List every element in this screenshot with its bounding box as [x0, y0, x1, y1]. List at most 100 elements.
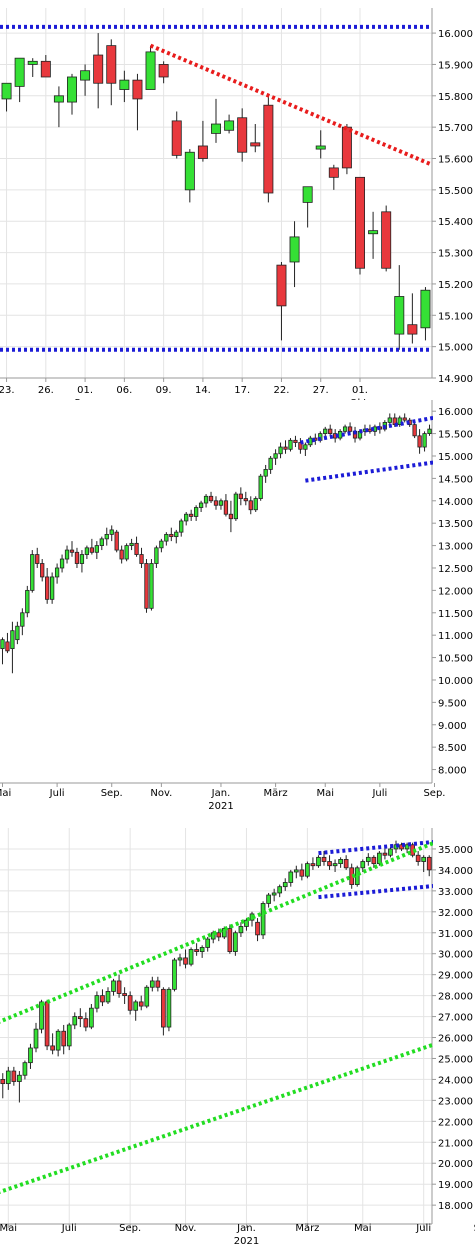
candle [144, 559, 149, 613]
candle-body-down [299, 869, 305, 877]
candle [144, 985, 150, 1009]
candle [183, 949, 188, 969]
x-tick-label: Mai [0, 788, 11, 799]
candle-body-up [133, 1001, 139, 1011]
candle-body-up [64, 549, 70, 560]
candle-body-up [89, 1007, 94, 1028]
x-tick-label: Nov. [175, 1223, 197, 1234]
y-tick-label: 23.000 [438, 1096, 473, 1107]
candle [337, 429, 343, 441]
candle [277, 884, 283, 898]
candle [327, 855, 332, 870]
candle-body-up [316, 856, 321, 867]
candle [72, 1012, 78, 1030]
candle-body-up [238, 926, 244, 934]
candle-body-up [124, 545, 129, 560]
candle-body-up [154, 547, 159, 564]
candle-body-up [177, 957, 183, 961]
candle [158, 61, 169, 84]
candle-body-down [248, 500, 253, 511]
candle-body-down [208, 495, 214, 502]
candle [122, 987, 127, 1004]
trendlines [0, 24, 433, 352]
candle [216, 928, 222, 942]
y-tick-label: 14.500 [438, 474, 473, 485]
candle-body-down [74, 551, 80, 564]
candle-body-down [83, 1018, 89, 1028]
candle [233, 930, 238, 956]
candle [273, 449, 278, 465]
candle-body-up [397, 417, 402, 426]
candle-body-up [179, 520, 184, 533]
candle [420, 287, 431, 341]
y-tick-label: 15.200 [438, 280, 473, 291]
candle-body-up [0, 639, 5, 650]
candle [50, 1033, 55, 1055]
candle [33, 1022, 39, 1053]
candle [134, 536, 139, 557]
x-tick-label: Jan. [211, 788, 231, 799]
candle-body-up [354, 867, 360, 885]
x-tick-label: Sep. [119, 1223, 141, 1234]
candle [164, 532, 169, 546]
candle [417, 429, 422, 454]
candle [368, 211, 379, 259]
y-tick-label: 15.600 [438, 155, 473, 166]
candle-body-up [271, 892, 277, 896]
candle [40, 55, 51, 78]
x-tick-sublabel: 2021 [208, 801, 233, 810]
y-axis-ticks: 35.000 34.000 33.000 32.000 31.000 30.000 29.0… [432, 845, 473, 1212]
candle-body-up [302, 186, 313, 203]
candle [116, 974, 122, 998]
candle [67, 73, 77, 115]
x-tick-label: März [295, 1223, 319, 1234]
candle-body-down [367, 428, 373, 432]
candle [5, 632, 10, 654]
candle [61, 1024, 67, 1055]
candle-body-up [193, 507, 199, 517]
candle [228, 500, 234, 533]
candle-body-down [138, 1001, 144, 1007]
candle-body-up [54, 567, 60, 578]
candle [199, 945, 205, 958]
candle-body-down [417, 435, 422, 448]
candle-body-up [5, 1070, 11, 1085]
candle-body-down [415, 854, 421, 862]
candle [238, 922, 244, 937]
candle [310, 857, 316, 870]
candle [394, 265, 405, 350]
candle [354, 865, 360, 887]
candle [223, 494, 229, 517]
x-tick-label: Mai [316, 788, 334, 799]
candle [258, 473, 263, 501]
candle [253, 496, 258, 512]
candle [109, 525, 114, 542]
candle [278, 442, 283, 459]
candle-body-up [387, 417, 392, 423]
candle-body-up [72, 1016, 78, 1026]
candle-body-down [61, 1030, 67, 1047]
x-tick-label: Juli [61, 1223, 77, 1234]
x-axis-ticks: Mai Juli Sep. Nov. Jan. 2021 März Mai Juli Sep. [0, 1223, 475, 1247]
y-tick-label: 16.000 [438, 29, 473, 40]
candle [303, 442, 308, 456]
y-tick-label: 11.500 [438, 609, 473, 620]
candle [243, 491, 248, 506]
candle-body-up [30, 554, 35, 591]
candle-body-down [293, 439, 298, 443]
candle-body-up [377, 852, 382, 865]
x-tick-label: Juli [371, 788, 387, 799]
y-tick-label: 16.000 [438, 407, 473, 418]
candle [106, 39, 117, 106]
candle [179, 518, 184, 537]
candle [352, 426, 358, 443]
candle [84, 545, 90, 560]
candle-body-up [221, 928, 227, 938]
x-tick-label: 01. [352, 385, 368, 396]
candle-body-down [255, 921, 260, 936]
candle-body-up [164, 533, 169, 542]
candle-body-up [253, 498, 258, 511]
y-tick-label: 15.900 [438, 60, 473, 71]
candle [35, 547, 40, 568]
candle-body-down [355, 176, 365, 269]
